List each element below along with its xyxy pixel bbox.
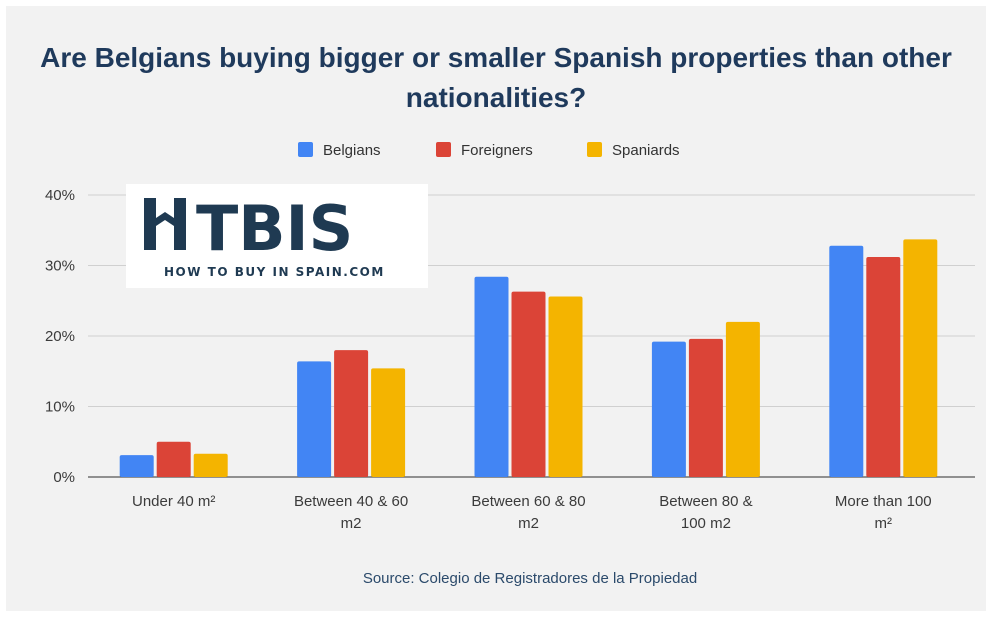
x-tick-label: m2 bbox=[341, 515, 362, 532]
axis-labels: 0% 10% 20% 30% 40% Under 40 m² Between 40 & 60… bbox=[45, 187, 932, 532]
source-note: Source: Colegio de Registradores de la P… bbox=[363, 570, 697, 587]
bar-spaniards-4 bbox=[903, 239, 938, 477]
legend-label-foreigners: Foreigners bbox=[461, 142, 533, 159]
chart-title: Are Belgians buying bigger or smaller Sp… bbox=[40, 42, 952, 113]
y-tick-label: 10% bbox=[45, 399, 75, 416]
legend-swatch-foreigners bbox=[436, 142, 451, 157]
y-tick-label: 0% bbox=[53, 469, 75, 486]
logo-graphic: TBIS HOW TO BUY IN SPAIN.COM bbox=[144, 192, 385, 279]
x-tick-label: Between 80 & bbox=[659, 493, 752, 510]
bar-foreigners-2 bbox=[511, 291, 546, 477]
bar-spaniards-1 bbox=[371, 368, 406, 477]
bar-belgians-1 bbox=[297, 361, 332, 477]
y-tick-label: 30% bbox=[45, 258, 75, 275]
logo-text: TBIS bbox=[196, 192, 353, 265]
legend-swatch-belgians bbox=[298, 142, 313, 157]
y-tick-label: 40% bbox=[45, 187, 75, 204]
x-tick-label: 100 m2 bbox=[681, 515, 731, 532]
bar-foreigners-1 bbox=[334, 350, 369, 477]
x-tick-label: Under 40 m² bbox=[132, 493, 215, 510]
bar-foreigners-3 bbox=[688, 338, 723, 477]
legend-label-belgians: Belgians bbox=[323, 142, 381, 159]
htbis-logo: TBIS HOW TO BUY IN SPAIN.COM bbox=[126, 184, 428, 288]
legend-label-spaniards: Spaniards bbox=[612, 142, 680, 159]
x-tick-label: Between 40 & 60 bbox=[294, 493, 408, 510]
bar-belgians-0 bbox=[119, 455, 154, 477]
house-icon bbox=[144, 198, 186, 250]
bars bbox=[119, 239, 938, 477]
bar-spaniards-0 bbox=[193, 453, 228, 477]
bar-belgians-2 bbox=[474, 276, 509, 477]
x-tick-label: More than 100 bbox=[835, 493, 932, 510]
logo-subtext: HOW TO BUY IN SPAIN.COM bbox=[164, 265, 385, 279]
bar-foreigners-4 bbox=[866, 257, 901, 477]
x-tick-label: Between 60 & 80 bbox=[471, 493, 585, 510]
bar-belgians-4 bbox=[829, 245, 864, 477]
bar-spaniards-2 bbox=[548, 296, 583, 477]
y-tick-label: 20% bbox=[45, 328, 75, 345]
bar-spaniards-3 bbox=[725, 321, 760, 477]
legend-swatch-spaniards bbox=[587, 142, 602, 157]
bar-foreigners-0 bbox=[156, 441, 191, 477]
x-tick-label: m2 bbox=[518, 515, 539, 532]
bar-belgians-3 bbox=[651, 341, 686, 477]
x-tick-label: m² bbox=[875, 515, 893, 532]
legend: Belgians Foreigners Spaniards bbox=[298, 142, 680, 159]
